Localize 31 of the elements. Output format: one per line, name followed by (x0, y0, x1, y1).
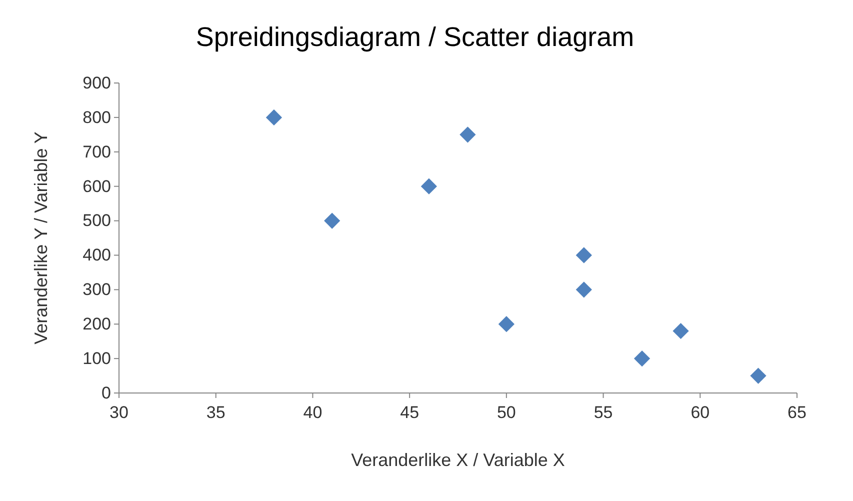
point (576, 282, 592, 298)
point (266, 109, 282, 126)
x-tick-label: 30 (110, 403, 128, 422)
chart-title: Spreidingsdiagram / Scatter diagram (196, 22, 634, 52)
x-tick-label: 40 (303, 403, 322, 422)
point (672, 322, 689, 340)
x-tick-label: 60 (690, 403, 710, 422)
x-tick-label: 55 (594, 403, 613, 422)
y-tick-label: 800 (82, 108, 111, 127)
y-tick-label: 700 (82, 142, 111, 162)
y-tick-label: 0 (102, 383, 111, 402)
y-tick-label: 900 (82, 73, 111, 92)
point (498, 316, 514, 332)
y-tick-label: 400 (82, 246, 111, 265)
point (460, 126, 476, 143)
x-tick-label: 50 (496, 403, 516, 422)
y-tick-label: 100 (82, 348, 111, 368)
point (420, 178, 438, 194)
y-tick-label: 200 (82, 314, 111, 334)
point (324, 212, 340, 229)
x-tick-label: 45 (400, 403, 420, 422)
point (750, 368, 766, 384)
x-tick-label: 35 (206, 403, 226, 422)
y-tick-label: 600 (82, 176, 111, 196)
x-axis-title: Veranderlike X / Variable X (351, 450, 565, 470)
y-axis-title: Veranderlike Y / Variable Y (31, 132, 51, 344)
x-tick-label: 65 (788, 403, 806, 422)
y-tick-label: 300 (82, 280, 111, 300)
point (576, 247, 592, 264)
point (634, 350, 650, 367)
y-tick-label: 500 (82, 211, 111, 230)
